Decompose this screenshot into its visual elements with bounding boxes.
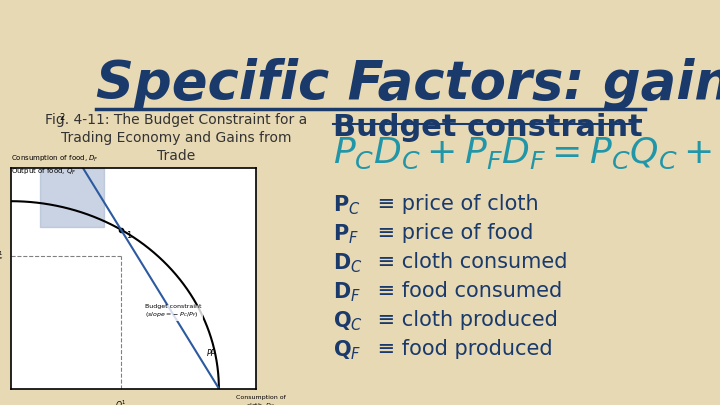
Text: Budget constraint
$(slope = -P_C/P_F)$: Budget constraint $(slope = -P_C/P_F)$ [145, 304, 202, 319]
Text: D$_C$: D$_C$ [333, 252, 362, 275]
Text: Specific Factors: gains from trade: Specific Factors: gains from trade [96, 58, 720, 110]
Text: P$_F$: P$_F$ [333, 223, 359, 246]
Text: Output of food, $Q_F$: Output of food, $Q_F$ [11, 167, 76, 177]
Text: ≡ food produced: ≡ food produced [371, 339, 552, 358]
Text: 2: 2 [60, 113, 65, 122]
Text: ≡ cloth consumed: ≡ cloth consumed [371, 252, 567, 272]
Text: ≡ price of food: ≡ price of food [371, 223, 533, 243]
Text: D$_F$: D$_F$ [333, 281, 361, 304]
Text: Fig. 4-11: The Budget Constraint for a
Trading Economy and Gains from
Trade: Fig. 4-11: The Budget Constraint for a T… [45, 113, 307, 163]
Text: PP: PP [207, 349, 216, 358]
Text: ≡ food consumed: ≡ food consumed [371, 281, 562, 301]
Text: Consumption of food, $D_F$: Consumption of food, $D_F$ [11, 153, 99, 164]
Text: Q$_F$: Q$_F$ [333, 339, 361, 362]
Text: $Q_F^1$: $Q_F^1$ [0, 249, 4, 264]
Text: Q$_C$: Q$_C$ [333, 309, 363, 333]
Text: $P_CD_C + P_FD_F = P_CQ_C + P_FQ_F$: $P_CD_C + P_FD_F = P_CQ_C + P_FQ_F$ [333, 136, 720, 171]
Text: ≡ price of cloth: ≡ price of cloth [371, 194, 539, 213]
Text: $Q_C^1$: $Q_C^1$ [115, 398, 127, 405]
Text: Consumption of
cloth, $D_C$
Output of
cloth, $Q_C$: Consumption of cloth, $D_C$ Output of cl… [235, 395, 285, 405]
Text: ≡ cloth produced: ≡ cloth produced [371, 309, 557, 330]
Text: Budget constraint: Budget constraint [333, 113, 642, 141]
Text: P$_C$: P$_C$ [333, 194, 361, 217]
Text: 1: 1 [126, 232, 131, 241]
